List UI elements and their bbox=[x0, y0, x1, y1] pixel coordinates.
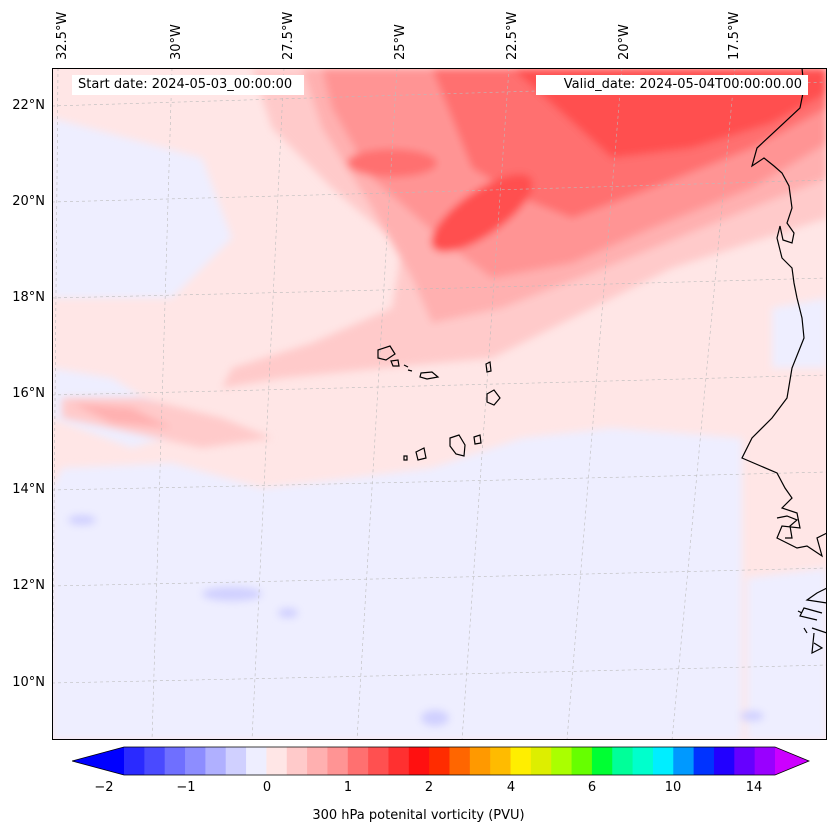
colorbar-segment bbox=[388, 747, 410, 775]
colorbar-segment bbox=[673, 747, 695, 775]
start-date-label: Start date: 2024-05-03_00:00:00 bbox=[72, 75, 304, 95]
colorbar bbox=[72, 746, 810, 776]
coastline-detail bbox=[797, 587, 827, 655]
lat-label: 16°N bbox=[12, 386, 45, 401]
african-coastline bbox=[741, 68, 827, 558]
negative-pv-cores bbox=[68, 515, 764, 726]
colorbar-segment bbox=[754, 747, 776, 775]
colorbar-segment bbox=[713, 747, 735, 775]
colorbar-tick: 14 bbox=[745, 780, 763, 795]
colorbar-segment bbox=[124, 747, 145, 775]
colorbar-segment bbox=[205, 747, 227, 775]
colorbar-segment bbox=[591, 747, 613, 775]
lat-label: 14°N bbox=[12, 482, 45, 497]
colorbar-tick: −1 bbox=[176, 780, 196, 795]
colorbar-segment bbox=[612, 747, 634, 775]
colorbar-segment bbox=[551, 747, 573, 775]
lat-label: 20°N bbox=[12, 194, 45, 209]
colorbar-segment bbox=[286, 747, 308, 775]
colorbar-segment bbox=[734, 747, 756, 775]
pv-map bbox=[52, 68, 827, 740]
colorbar-segment bbox=[510, 747, 532, 775]
colorbar-segment bbox=[266, 747, 288, 775]
colorbar-label: 300 hPa potenital vorticity (PVU) bbox=[312, 808, 525, 823]
cape-verde-islands bbox=[377, 345, 501, 461]
lat-label: 22°N bbox=[12, 98, 45, 113]
colorbar-segment bbox=[327, 747, 349, 775]
colorbar-segment bbox=[368, 747, 389, 775]
colorbar-segment bbox=[469, 747, 491, 775]
colorbar-segment bbox=[429, 747, 450, 775]
colorbar-segment bbox=[652, 747, 674, 775]
colorbar-extend-min bbox=[72, 747, 124, 775]
lon-label: 20°W bbox=[617, 24, 632, 60]
negative-pv-areas bbox=[52, 118, 827, 740]
colorbar-segment bbox=[449, 747, 471, 775]
colorbar-segment bbox=[246, 747, 267, 775]
colorbar-tick: 2 bbox=[424, 780, 434, 795]
colorbar-tick: 1 bbox=[343, 780, 353, 795]
valid-date-label: Valid_date: 2024-05-04T00:00:00.00 bbox=[536, 75, 808, 95]
lat-label: 18°N bbox=[12, 290, 45, 305]
colorbar-segment bbox=[490, 747, 512, 775]
map-panel bbox=[52, 68, 827, 740]
lon-label: 17.5°W bbox=[727, 11, 742, 60]
colorbar-segment bbox=[225, 747, 247, 775]
graticule bbox=[52, 68, 827, 740]
gambia-river bbox=[776, 515, 799, 539]
colorbar-segment bbox=[693, 747, 715, 775]
colorbar-outline bbox=[72, 746, 810, 776]
colorbar-tick: −2 bbox=[94, 780, 114, 795]
lat-label: 12°N bbox=[12, 578, 45, 593]
colorbar-segment bbox=[530, 747, 552, 775]
colorbar-segment bbox=[185, 747, 206, 775]
lon-label: 27.5°W bbox=[281, 11, 296, 60]
colorbar-segment bbox=[571, 747, 593, 775]
colorbar-tick: 6 bbox=[587, 780, 597, 795]
colorbar-segment bbox=[307, 747, 328, 775]
colorbar-segment bbox=[632, 747, 654, 775]
colorbar-tick: 4 bbox=[506, 780, 516, 795]
colorbar-tick: 0 bbox=[262, 780, 272, 795]
colorbar-segment bbox=[164, 747, 186, 775]
lon-label: 22.5°W bbox=[505, 11, 520, 60]
colorbar-segment bbox=[347, 747, 369, 775]
colorbar-tick: 10 bbox=[664, 780, 682, 795]
lon-label: 30°W bbox=[169, 24, 184, 60]
lat-label: 10°N bbox=[12, 675, 45, 690]
lon-label: 25°W bbox=[393, 24, 408, 60]
colorbar-segment bbox=[408, 747, 430, 775]
colorbar-extend-max bbox=[775, 747, 809, 775]
lon-label: 32.5°W bbox=[55, 11, 70, 60]
colorbar-segment bbox=[144, 747, 166, 775]
